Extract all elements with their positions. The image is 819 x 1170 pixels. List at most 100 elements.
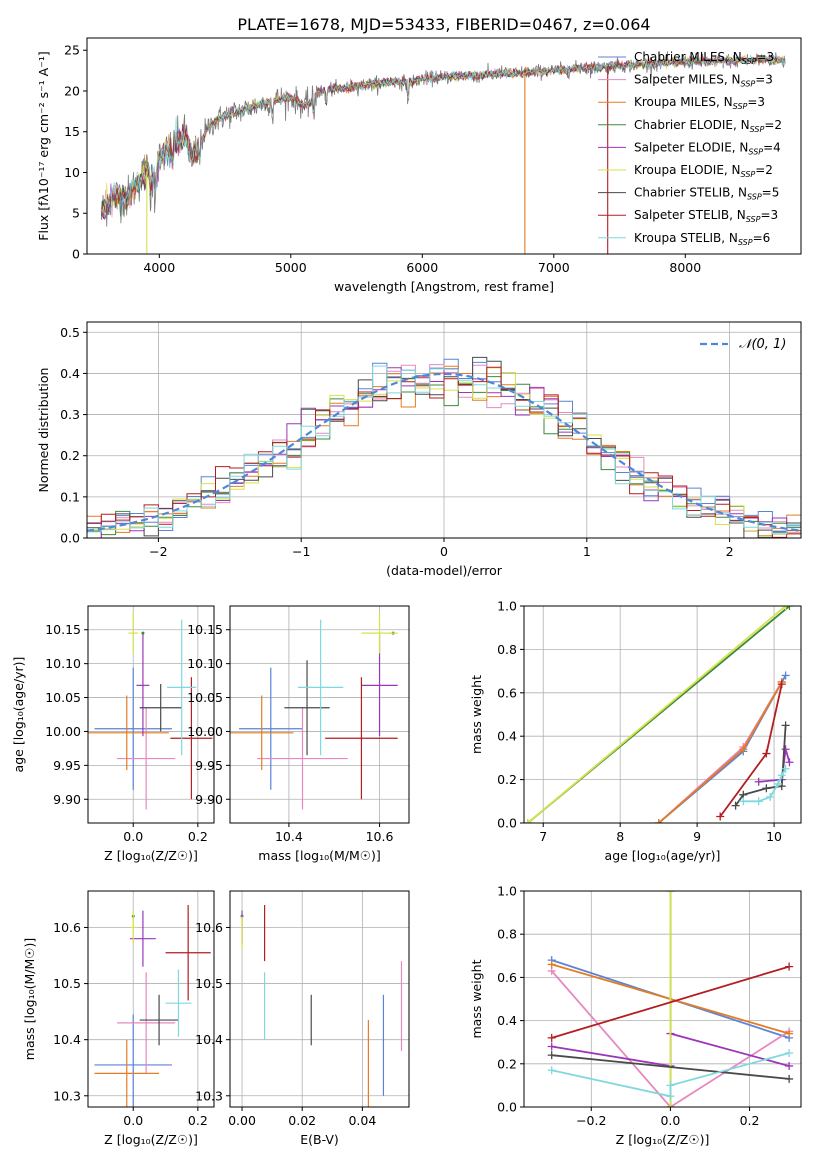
plot-area-mass-EBV (240, 905, 403, 1107)
y-axis-label: Normed distribution (36, 368, 51, 493)
weight-marker (547, 1042, 556, 1051)
y-tick-label: 9.95 (53, 758, 81, 773)
weight-marker (785, 1049, 794, 1057)
y-tick-label: 0.4 (497, 1013, 517, 1028)
x-tick-label: 0.0 (123, 829, 143, 844)
x-tick-label: 0 (440, 544, 448, 559)
y-tick-label: 0.0 (497, 816, 517, 831)
y-tick-label: 10.00 (187, 724, 223, 739)
weight-marker (666, 891, 675, 895)
weight-marker (731, 801, 740, 810)
x-tick-label: 1 (583, 544, 591, 559)
error-point (139, 994, 179, 1046)
y-tick-label: 9.95 (195, 758, 223, 773)
x-axis-label: E(B-V) (300, 1132, 339, 1147)
y-tick-label: 0.6 (497, 685, 517, 700)
error-point (94, 667, 172, 790)
weight-marker (781, 606, 790, 610)
weight-line (527, 606, 787, 823)
y-tick-label: 0.3 (60, 407, 80, 422)
x-tick-label: 8000 (669, 260, 701, 275)
spectrum-legend: Chabrier MILES, NSSP=3 Salpeter MILES, NS… (598, 50, 782, 247)
y-tick-label: 15 (64, 124, 80, 139)
error-point (325, 677, 398, 800)
y-tick-label: 0.6 (497, 970, 517, 985)
y-tick-label: 0.5 (60, 325, 80, 340)
weight-series (654, 671, 790, 823)
x-tick-label: 0.0 (123, 1113, 143, 1128)
x-axis-label: Z [log₁₀(Z/Z☉)] (104, 848, 198, 863)
legend-entry: Kroupa STELIB, NSSP=6 (634, 231, 770, 247)
weight-series (666, 891, 675, 1107)
error-point (239, 667, 303, 790)
y-tick-label: 0.1 (60, 489, 80, 504)
y-tick-label: 25 (64, 43, 80, 58)
weight-marker (666, 1092, 675, 1101)
y-tick-label: 10.10 (187, 656, 223, 671)
error-point (94, 1014, 172, 1107)
y-tick-label: 1.0 (497, 599, 517, 614)
model-spectrum-line (101, 54, 786, 215)
y-tick-label: 0.8 (497, 642, 517, 657)
axes-mass-Z: 0.0 0.2 10.3 10.4 10.5 10.6 Z [log₁₀(Z/Z☉)] mas… (22, 890, 215, 1147)
axes-frame (229, 890, 410, 1108)
x-tick-label: 10.6 (366, 829, 394, 844)
y-tick-label: 10.5 (195, 976, 223, 991)
axes-frame (523, 890, 802, 1108)
weight-line (551, 1052, 790, 1098)
y-tick-label: 9.90 (53, 792, 81, 807)
x-axis-label: Z [log₁₀(Z/Z☉)] (104, 1132, 198, 1147)
error-point (128, 612, 139, 654)
weight-marker (785, 606, 794, 610)
y-tick-label: 20 (64, 83, 80, 98)
weight-marker (524, 819, 532, 823)
weight-series (524, 606, 790, 823)
gaussian-curve (87, 372, 801, 532)
x-tick-label: −1 (292, 544, 310, 559)
y-tick-label: 5 (72, 206, 80, 221)
plot-area-age-mass (230, 612, 398, 810)
weight-marker (785, 758, 794, 767)
y-tick-label: 0.2 (60, 448, 80, 463)
y-tick-label: 9.90 (195, 792, 223, 807)
y-tick-label: 10.10 (45, 656, 81, 671)
y-axis-label: mass weight (469, 959, 484, 1038)
y-tick-label: 0.0 (497, 1100, 517, 1115)
y-axis-label: age [log₁₀(age/yr)] (11, 657, 26, 773)
error-point (257, 707, 348, 810)
x-tick-label: 10.4 (275, 829, 303, 844)
x-tick-label: 0.2 (740, 1113, 760, 1128)
y-tick-label: 10.05 (45, 690, 81, 705)
y-tick-label: 10 (64, 165, 80, 180)
axes-frame (229, 605, 410, 824)
y-tick-label: 10.4 (53, 1032, 81, 1047)
weight-series (716, 680, 786, 821)
weight-marker (785, 1029, 794, 1038)
axes-frame (86, 37, 802, 255)
axes-frame (523, 605, 802, 824)
x-axis-label: wavelength [Angstrom, rest frame] (334, 279, 554, 294)
error-point (297, 619, 344, 756)
weight-marker (754, 777, 763, 786)
weight-marker (547, 960, 556, 969)
error-point (230, 695, 294, 771)
plot-area-mass-Z (94, 905, 211, 1107)
legend-entry: Kroupa MILES, NSSP=3 (634, 95, 765, 111)
y-tick-label: 0.4 (497, 729, 517, 744)
x-tick-label: 0.00 (228, 1113, 256, 1128)
axes-mass-EBV: 0.00 0.02 0.04 10.3 10.4 10.5 10.6 E(B-V) (195, 890, 410, 1147)
weight-series (731, 721, 790, 810)
weight-line (551, 970, 790, 1107)
weight-marker (739, 745, 748, 754)
weight-marker (547, 1033, 556, 1042)
y-axis-label: mass [log₁₀(M/M☉)] (22, 938, 37, 1060)
y-axis-label: mass weight (469, 675, 484, 754)
axes-spectrum: 4000 5000 6000 7000 8000 0 5 10 15 20 25 wavelength… (36, 37, 802, 294)
weight-series (547, 1049, 794, 1101)
x-tick-label: 10 (766, 829, 782, 844)
weight-series (547, 962, 794, 1042)
x-tick-label: 0.2 (188, 1113, 208, 1128)
y-tick-label: 10.4 (195, 1032, 223, 1047)
weight-series (739, 764, 790, 806)
